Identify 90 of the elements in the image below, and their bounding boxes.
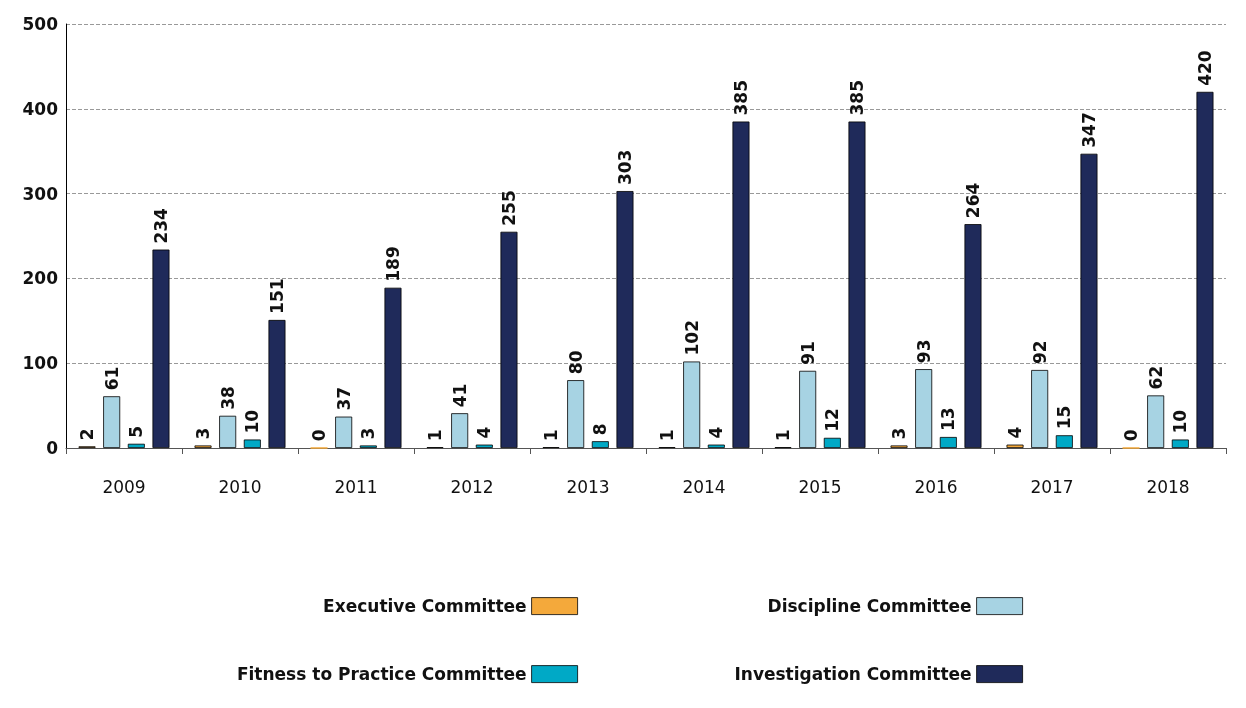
data-label: 61 [101, 366, 122, 391]
x-tick-label: 2015 [798, 476, 842, 497]
x-tick-label: 2016 [914, 476, 958, 497]
bar [384, 287, 402, 448]
bar [915, 369, 933, 448]
data-label: 15 [1054, 405, 1075, 430]
data-label: 264 [962, 182, 983, 219]
legend-label: Fitness to Practice Committee [236, 664, 527, 685]
bar [732, 121, 750, 448]
data-label: 1 [657, 429, 678, 442]
y-tick-label: 400 [22, 98, 59, 119]
data-label: 38 [217, 386, 238, 410]
data-label: 4 [474, 426, 495, 439]
data-label: 0 [1121, 429, 1142, 442]
data-label: 13 [938, 407, 959, 431]
bar [1147, 395, 1165, 448]
data-label: 3 [889, 427, 910, 440]
bar [799, 370, 817, 448]
legend-label: Executive Committee [323, 596, 527, 617]
bar [451, 413, 469, 448]
x-tick-label: 2018 [1146, 476, 1190, 497]
x-tick-label: 2010 [218, 476, 262, 497]
bar [500, 231, 518, 448]
bar [567, 380, 585, 448]
bar [591, 441, 609, 448]
y-tick-label: 500 [22, 14, 59, 34]
bar [1196, 91, 1214, 448]
y-tick-label: 300 [22, 183, 59, 204]
data-label: 3 [193, 427, 214, 440]
bar [1171, 439, 1189, 448]
bar [1006, 444, 1024, 448]
bar [127, 443, 145, 448]
data-label: 91 [797, 341, 818, 365]
bar [823, 437, 841, 448]
x-tick-label: 2014 [682, 476, 726, 497]
data-label: 8 [590, 423, 611, 436]
bar [1080, 153, 1098, 448]
data-label: 255 [498, 190, 519, 226]
data-label: 420 [1194, 50, 1215, 86]
data-label: 189 [382, 246, 403, 282]
data-label: 303 [614, 149, 635, 186]
bar [243, 439, 261, 448]
x-tick-label: 2011 [334, 476, 378, 497]
bar [152, 249, 170, 448]
bar [103, 396, 121, 448]
data-label: 93 [913, 339, 934, 364]
bar [848, 121, 866, 448]
bar [707, 444, 725, 448]
bar [1031, 369, 1049, 448]
data-label: 62 [1145, 365, 1166, 390]
x-tick-label: 2012 [450, 476, 494, 497]
legend-label: Investigation Committee [734, 664, 972, 685]
data-label: 5 [126, 425, 147, 438]
x-tick-label: 2017 [1030, 476, 1074, 497]
x-tick-label: 2009 [102, 476, 146, 497]
data-label: 1 [773, 429, 794, 442]
y-tick-label: 100 [22, 353, 59, 374]
data-label: 37 [333, 386, 354, 411]
data-label: 0 [309, 429, 330, 442]
bar [268, 319, 286, 448]
data-label: 41 [449, 383, 470, 408]
data-label: 151 [266, 278, 287, 314]
y-tick-label: 200 [22, 268, 59, 289]
bar [616, 191, 634, 448]
data-label: 12 [822, 408, 843, 432]
data-label: 3 [358, 427, 379, 440]
data-label: 1 [425, 429, 446, 442]
data-label: 10 [242, 409, 263, 434]
data-label: 80 [565, 350, 586, 375]
data-label: 385 [846, 80, 867, 116]
bar [219, 415, 237, 448]
bar [939, 436, 957, 448]
data-label: 2 [77, 428, 98, 441]
bar [964, 224, 982, 448]
bar [683, 361, 701, 448]
legend-label: Discipline Committee [767, 596, 972, 617]
data-label: 10 [1170, 409, 1191, 434]
data-label: 102 [681, 320, 702, 356]
data-label: 4 [706, 426, 727, 439]
data-label: 385 [730, 80, 751, 116]
bar [475, 444, 493, 448]
y-tick-label: 0 [46, 438, 59, 458]
data-label: 92 [1029, 340, 1050, 364]
data-label: 234 [150, 207, 171, 244]
data-label: 347 [1078, 112, 1099, 148]
bar [1055, 435, 1073, 448]
x-tick-label: 2013 [566, 476, 610, 497]
bar [335, 416, 353, 448]
data-label: 4 [1005, 426, 1026, 439]
data-label: 1 [541, 429, 562, 442]
